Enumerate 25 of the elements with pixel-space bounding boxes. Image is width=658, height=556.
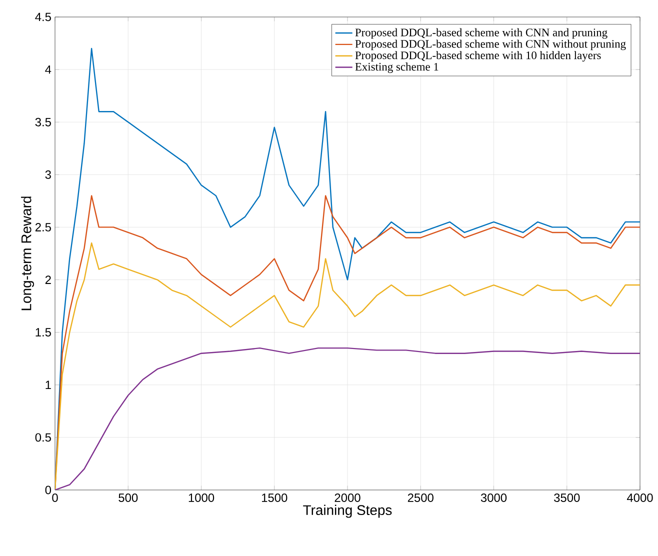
y-tick-label: 3.5 — [35, 118, 51, 126]
x-tick-label: 500 — [118, 494, 138, 502]
x-tick-label: 4000 — [626, 494, 653, 502]
y-tick-label: 2.5 — [35, 222, 51, 232]
x-tick-label: 3000 — [480, 494, 507, 502]
x-tick-label: 0 — [52, 494, 58, 502]
legend-label: Proposed DDQL-based scheme with CNN without pruning — [355, 40, 626, 50]
y-axis-title: Long-term Reward — [21, 196, 34, 310]
legend-label: Proposed DDQL-based scheme with CNN and pruning — [355, 28, 608, 39]
x-tick-label: 1000 — [188, 494, 214, 502]
y-tick-label: 1.5 — [36, 328, 51, 336]
y-tick-label: 3 — [45, 170, 51, 179]
x-tick-label: 1500 — [262, 494, 288, 502]
x-tick-label: 2500 — [408, 494, 434, 502]
y-tick-label: 0 — [45, 486, 52, 494]
y-tick-label: 2 — [45, 276, 51, 284]
y-tick-label: 4.5 — [35, 12, 51, 22]
legend-label: Existing scheme 1 — [355, 62, 438, 73]
y-tick-label: 4 — [45, 65, 52, 74]
y-tick-label: 0.5 — [35, 433, 51, 442]
x-tick-label: 2000 — [334, 494, 360, 502]
legend-label: Proposed DDQL-based scheme with 10 hidden layers — [355, 51, 601, 62]
y-tick-label: 1 — [46, 380, 51, 389]
x-axis-title: Training Steps — [303, 504, 392, 518]
x-tick-label: 3500 — [554, 494, 580, 502]
